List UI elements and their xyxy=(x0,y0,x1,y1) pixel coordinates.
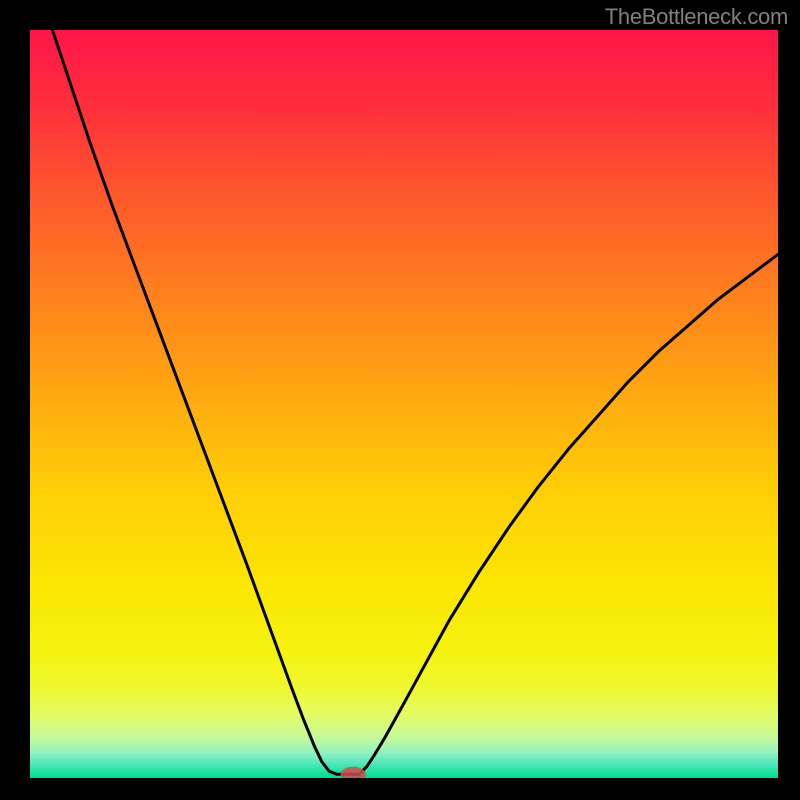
chart-outer: TheBottleneck.com xyxy=(0,0,800,800)
chart-svg xyxy=(30,30,778,778)
watermark-text: TheBottleneck.com xyxy=(605,4,788,30)
gradient-background xyxy=(30,30,778,778)
plot-area xyxy=(30,30,778,778)
